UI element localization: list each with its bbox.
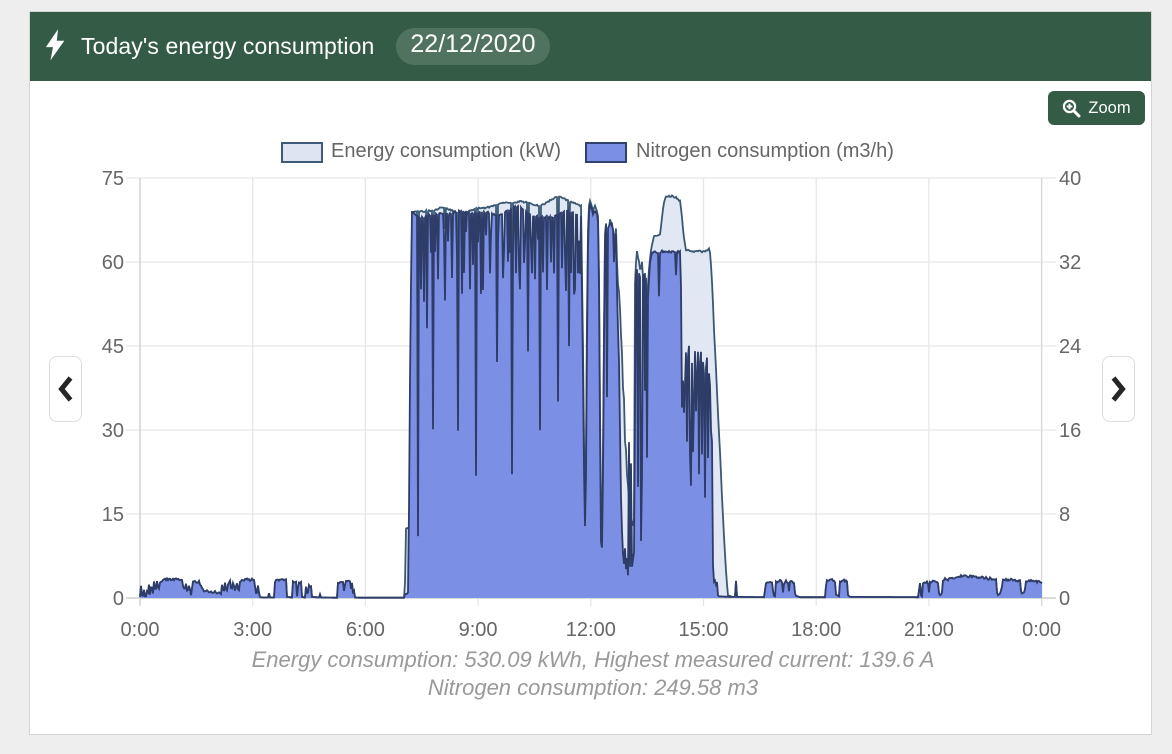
svg-text:0: 0 [113, 588, 124, 610]
svg-text:24: 24 [1059, 336, 1081, 358]
svg-text:0:00: 0:00 [121, 619, 160, 641]
svg-text:15: 15 [102, 504, 124, 526]
svg-text:75: 75 [102, 168, 124, 190]
svg-text:15:00: 15:00 [678, 619, 728, 641]
svg-text:12:00: 12:00 [566, 619, 616, 641]
svg-text:9:00: 9:00 [459, 619, 498, 641]
svg-text:18:00: 18:00 [791, 619, 841, 641]
svg-text:16: 16 [1059, 420, 1081, 442]
svg-text:0:00: 0:00 [1022, 619, 1061, 641]
svg-text:6:00: 6:00 [346, 619, 385, 641]
svg-text:32: 32 [1059, 252, 1081, 274]
svg-text:0: 0 [1059, 588, 1070, 610]
svg-text:8: 8 [1059, 504, 1070, 526]
svg-text:3:00: 3:00 [233, 619, 272, 641]
svg-text:21:00: 21:00 [904, 619, 954, 641]
svg-text:60: 60 [102, 252, 124, 274]
svg-text:45: 45 [102, 336, 124, 358]
svg-text:40: 40 [1059, 168, 1081, 190]
svg-text:30: 30 [102, 420, 124, 442]
